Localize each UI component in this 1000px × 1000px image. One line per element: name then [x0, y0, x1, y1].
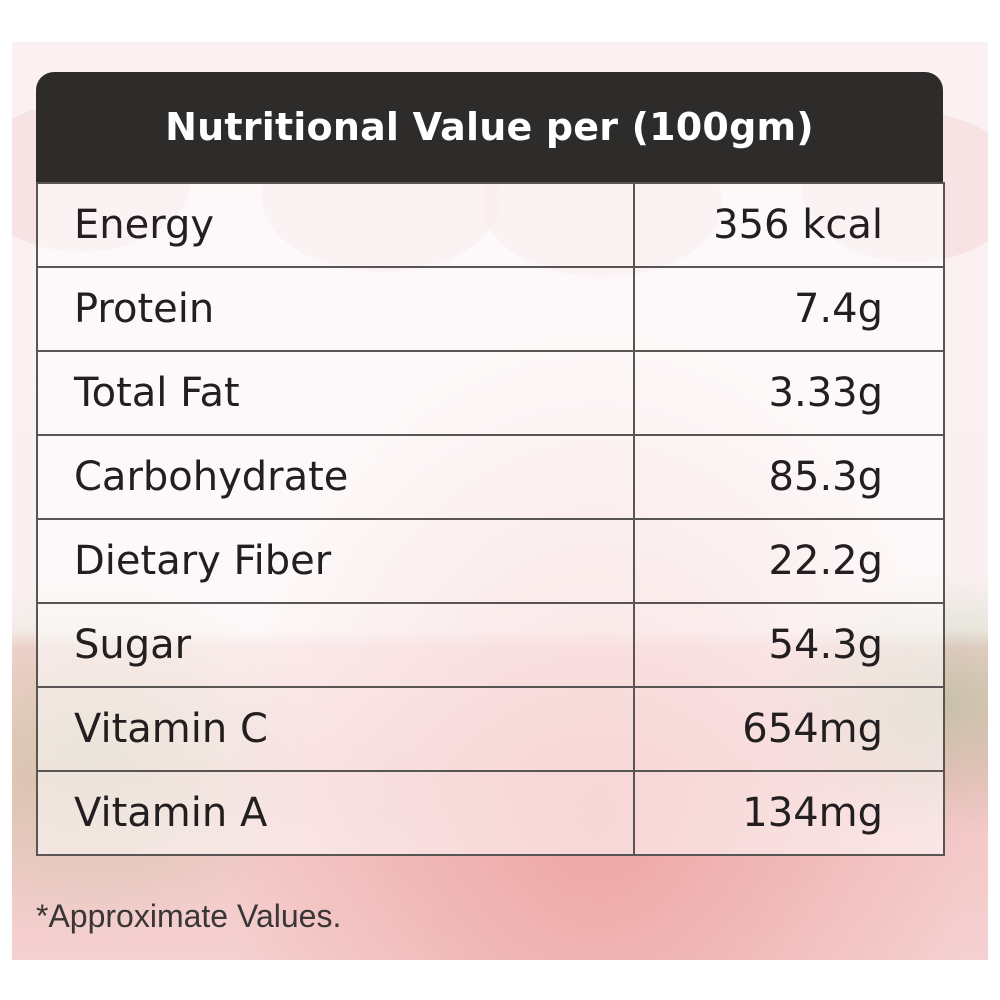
table-title: Nutritional Value per (100gm)	[36, 72, 943, 182]
table-row: Carbohydrate 85.3g	[36, 434, 945, 520]
table-row: Total Fat 3.33g	[36, 350, 945, 436]
table-row: Sugar 54.3g	[36, 602, 945, 688]
nutrient-value: 22.2g	[633, 518, 945, 604]
nutrient-value: 54.3g	[633, 602, 945, 688]
nutrient-value: 134mg	[633, 770, 945, 856]
nutrient-name: Vitamin C	[36, 686, 635, 772]
nutrient-name: Carbohydrate	[36, 434, 635, 520]
footnote: *Approximate Values.	[36, 898, 342, 934]
table-row: Dietary Fiber 22.2g	[36, 518, 945, 604]
nutrient-name: Total Fat	[36, 350, 635, 436]
nutrient-name: Protein	[36, 266, 635, 352]
table-row: Vitamin C 654mg	[36, 686, 945, 772]
nutrient-value: 85.3g	[633, 434, 945, 520]
nutrient-name: Energy	[36, 182, 635, 268]
nutrient-name: Vitamin A	[36, 770, 635, 856]
nutrient-name: Sugar	[36, 602, 635, 688]
nutrient-name: Dietary Fiber	[36, 518, 635, 604]
nutrient-value: 654mg	[633, 686, 945, 772]
nutrient-value: 356 kcal	[633, 182, 945, 268]
table-row: Vitamin A 134mg	[36, 770, 945, 856]
nutrient-value: 7.4g	[633, 266, 945, 352]
table-row: Protein 7.4g	[36, 266, 945, 352]
nutrition-table: Nutritional Value per (100gm) Energy 356…	[36, 72, 945, 856]
nutrition-grid: Energy 356 kcal Protein 7.4g Total Fat 3…	[36, 182, 945, 856]
table-row: Energy 356 kcal	[36, 182, 945, 268]
nutrient-value: 3.33g	[633, 350, 945, 436]
